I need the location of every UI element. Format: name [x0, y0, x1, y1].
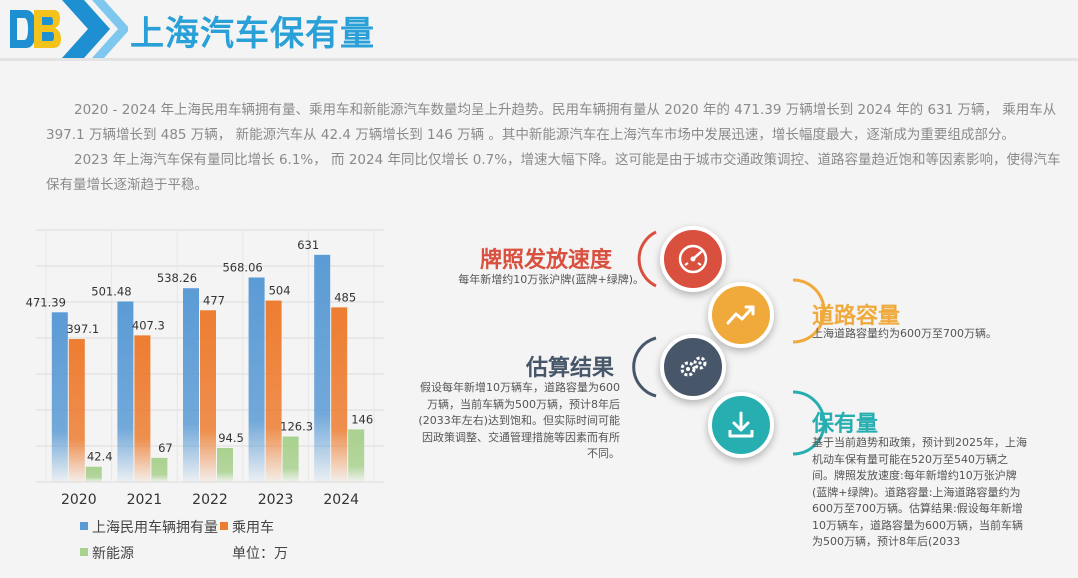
bar-上海民用车辆拥有量-2023 — [248, 277, 265, 482]
data-label: 485 — [334, 290, 356, 304]
trend-chart-icon — [726, 305, 755, 325]
legend-swatch-passenger — [220, 522, 228, 530]
data-label: 407.3 — [132, 318, 165, 332]
gauge-icon — [678, 244, 708, 274]
infographic: 牌照发放速度 每年新增约10万张沪牌(蓝牌+绿牌)。 道路容量 上海道路容量约为… — [400, 220, 1078, 578]
bar-新能源-2020 — [85, 466, 102, 482]
node-desc-estimate: 假设每年新增10万辆车，道路容量为600万辆，当前车辆为500万辆，预计8年后(… — [418, 381, 620, 460]
bar-新能源-2021 — [151, 457, 168, 482]
data-label: 126.3 — [280, 420, 313, 434]
vehicle-chart: 471.39 397.1 42.4 2020 501.48 407.3 67 2021 538.… — [0, 220, 400, 578]
x-tick-label: 2023 — [258, 492, 294, 508]
node-circle-license — [660, 226, 726, 292]
node-title-road: 道路容量 — [812, 304, 901, 329]
x-tick-label: 2021 — [127, 492, 163, 508]
data-label: 477 — [203, 293, 225, 307]
data-label: 146 — [351, 412, 373, 426]
header-divider — [0, 58, 1078, 61]
data-label: 42.4 — [87, 450, 113, 464]
node-circle-road — [708, 282, 774, 348]
bar-乘用车-2021 — [134, 335, 151, 482]
bar-上海民用车辆拥有量-2022 — [183, 288, 199, 482]
bar-乘用车-2020 — [68, 339, 85, 482]
x-tick-label: 2024 — [323, 492, 359, 508]
legend-item-nev: 新能源 — [80, 543, 134, 563]
node-title-license: 牌照发放速度 — [480, 248, 613, 273]
header-chevrons — [62, 0, 128, 58]
legend-swatch-civil — [80, 522, 88, 530]
data-label: 94.5 — [218, 431, 244, 445]
legend-item-passenger: 乘用车 — [220, 517, 274, 537]
node-circle-estimate — [660, 334, 726, 400]
bar-乘用车-2024 — [331, 307, 348, 482]
data-label: 538.26 — [157, 271, 197, 285]
data-label: 67 — [158, 441, 173, 455]
bar-上海民用车辆拥有量-2020 — [51, 312, 68, 482]
data-label: 397.1 — [66, 322, 99, 336]
legend-label-nev: 新能源 — [92, 546, 134, 562]
legend-label-passenger: 乘用车 — [232, 520, 274, 536]
legend-item-civil: 上海民用车辆拥有量 — [80, 517, 218, 537]
bar-上海民用车辆拥有量-2024 — [314, 254, 331, 482]
legend-swatch-nev — [80, 548, 88, 556]
data-label: 471.39 — [26, 295, 66, 309]
bar-新能源-2024 — [348, 429, 365, 482]
node-desc-road: 上海道路容量约为600万至700万辆。 — [812, 327, 997, 340]
page-title: 上海汽车保有量 — [130, 14, 375, 54]
node-title-estimate: 估算结果 — [526, 356, 615, 381]
intro-text: 2020 - 2024 年上海民用车辆拥有量、乘用车和新能源汽车数量均呈上升趋势… — [46, 98, 1066, 198]
connector-arcs — [632, 230, 826, 456]
bar-新能源-2022 — [217, 447, 233, 482]
data-label: 568.06 — [222, 260, 262, 274]
data-label: 501.48 — [91, 284, 131, 298]
node-circle-ownership — [708, 392, 774, 458]
intro-paragraph-1: 2020 - 2024 年上海民用车辆拥有量、乘用车和新能源汽车数量均呈上升趋势… — [46, 102, 1057, 143]
node-desc-license: 每年新增约10万张沪牌(蓝牌+绿牌)。 — [458, 273, 644, 286]
node-desc-ownership: 基于当前趋势和政策，预计到2025年，上海机动车保有量可能在520万至540万辆… — [812, 436, 1027, 548]
gears-icon — [680, 356, 707, 377]
header: 上海汽车保有量 — [0, 0, 1078, 62]
x-tick-label: 2022 — [192, 492, 228, 508]
bar-乘用车-2023 — [265, 300, 282, 482]
bar-上海民用车辆拥有量-2021 — [117, 301, 134, 482]
bar-新能源-2023 — [282, 436, 299, 482]
x-tick-label: 2020 — [61, 492, 97, 508]
legend-label-civil: 上海民用车辆拥有量 — [92, 520, 218, 536]
data-label: 504 — [269, 284, 291, 298]
download-icon — [728, 411, 754, 438]
node-title-ownership: 保有量 — [812, 412, 879, 437]
bar-乘用车-2022 — [200, 310, 216, 482]
data-label: 631 — [297, 238, 319, 252]
unit-label: 单位：万 — [232, 546, 288, 562]
logo-icon — [10, 10, 61, 48]
intro-paragraph-2: 2023 年上海汽车保有量同比增长 6.1%， 而 2024 年同比仅增长 0.… — [46, 152, 1061, 193]
